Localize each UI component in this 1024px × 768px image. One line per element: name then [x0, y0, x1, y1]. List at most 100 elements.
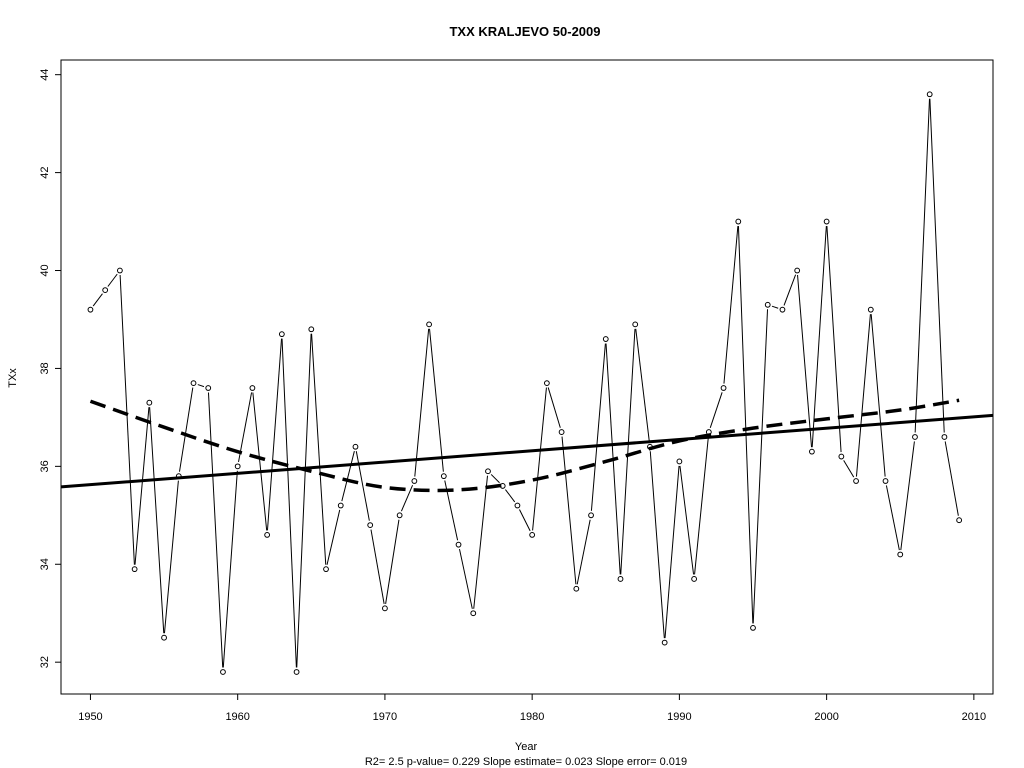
data-point: [485, 468, 491, 475]
observed-segment: [900, 441, 915, 551]
data-point: [455, 541, 462, 548]
data-point: [529, 531, 536, 538]
observed-segment: [197, 384, 205, 388]
data-point: [735, 218, 742, 225]
observed-segment: [341, 451, 355, 502]
observed-segment: [134, 407, 150, 565]
observed-segment: [207, 392, 224, 668]
data-point: [882, 478, 889, 484]
observed-segment: [811, 226, 827, 448]
observed-segment: [414, 328, 430, 477]
observed-segment: [311, 333, 327, 565]
observed-segment: [752, 309, 769, 624]
observed-segment: [843, 460, 855, 478]
y-axis-label: TXx: [7, 368, 19, 388]
data-point: [897, 551, 904, 558]
axes-layer: 1950 1960 1970 1980 1990 2000 2010 32 34 36 38 40 42…: [39, 69, 986, 723]
data-point: [190, 380, 197, 387]
data-point: [676, 458, 683, 465]
data-point: [912, 434, 918, 440]
data-point: [573, 585, 580, 592]
observed-segment: [620, 328, 636, 575]
data-point: [691, 576, 698, 582]
data-point: [956, 517, 963, 524]
x-tick-label: 1950: [78, 711, 102, 723]
data-point: [617, 576, 624, 582]
observed-segment: [870, 314, 886, 477]
data-point: [264, 531, 271, 538]
observed-segment: [929, 98, 945, 433]
observed-segment: [163, 480, 179, 634]
observed-segment: [855, 314, 871, 477]
x-tick-label: 1970: [373, 711, 397, 723]
observed-segment: [783, 274, 797, 306]
data-point: [440, 473, 447, 480]
data-point: [823, 218, 830, 225]
observed-segment: [590, 343, 606, 511]
observed-segment: [505, 489, 516, 503]
observed-segment: [473, 475, 489, 609]
y-tick-label: 32: [39, 656, 51, 668]
data-point: [661, 639, 668, 646]
observed-segment: [723, 225, 739, 384]
data-point: [308, 326, 315, 333]
data-point: [278, 331, 285, 338]
observed-segment: [252, 392, 268, 531]
observed-segment: [885, 485, 900, 551]
y-tick-label: 36: [39, 460, 51, 472]
data-point: [809, 448, 815, 455]
data-point: [543, 380, 550, 387]
data-point: [249, 385, 256, 391]
data-point: [205, 385, 212, 391]
data-point: [588, 512, 594, 519]
data-point: [867, 306, 874, 313]
observed-segment: [914, 98, 930, 433]
data-point: [558, 429, 565, 435]
observed-segment: [296, 333, 312, 668]
x-tick-label: 2000: [814, 711, 838, 723]
data-point: [720, 385, 727, 391]
data-point: [602, 336, 609, 342]
observed-segment: [400, 484, 414, 512]
data-point: [470, 610, 477, 617]
footer-statistics: R2= 2.5 p-value= 0.229 Slope estimate= 0…: [365, 756, 687, 768]
observed-segment: [222, 470, 238, 668]
data-point: [750, 625, 756, 631]
data-point: [426, 321, 432, 328]
observed-segment: [266, 338, 283, 531]
y-tick-label: 40: [39, 264, 51, 276]
observed-segment: [119, 274, 135, 565]
x-axis-label: Year: [515, 741, 538, 753]
x-tick-label: 1960: [225, 711, 249, 723]
x-tick-label: 2010: [962, 711, 986, 723]
data-point: [87, 306, 94, 313]
data-point: [941, 434, 948, 440]
x-tick-label: 1980: [520, 711, 544, 723]
data-point: [131, 566, 138, 573]
observed-segment: [490, 474, 500, 484]
linear-trend-line: [60, 413, 994, 489]
observed-segment: [797, 274, 813, 448]
data-point: [853, 478, 859, 484]
observed-segment: [107, 273, 118, 287]
data-point: [779, 306, 786, 313]
data-point: [352, 443, 359, 450]
observed-segment: [635, 328, 650, 443]
observed-segment: [664, 465, 680, 639]
data-point: [794, 267, 801, 274]
observed-segment: [679, 465, 695, 575]
observed-segment: [326, 509, 341, 565]
chart-title: TXX KRALJEVO 50-2009: [449, 24, 600, 39]
observed-segment: [944, 441, 959, 516]
observed-segment: [561, 436, 577, 585]
data-point: [234, 463, 241, 470]
observed-segment: [178, 387, 194, 472]
smoothed-trend-line: [89, 398, 960, 493]
data-point: [411, 478, 418, 484]
observed-segment: [771, 305, 779, 309]
data-point: [367, 522, 374, 528]
y-tick-label: 44: [39, 69, 51, 81]
observed-segment: [385, 519, 400, 604]
